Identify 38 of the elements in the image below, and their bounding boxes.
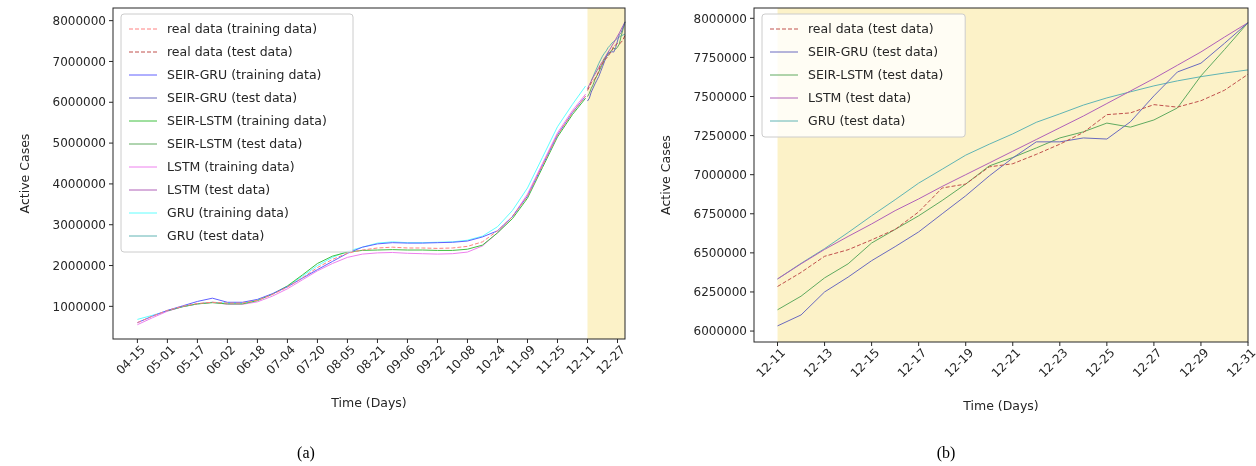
y-tick-label: 6750000 (693, 206, 747, 221)
legend-label: SEIR-GRU (test data) (808, 44, 939, 60)
legend-label: SEIR-LSTM (test data) (808, 67, 944, 83)
legend-label: GRU (test data) (808, 113, 906, 129)
legend-label: SEIR-GRU (test data) (167, 90, 298, 106)
y-tick-label: 2000000 (52, 258, 106, 273)
y-tick-label: 7000000 (52, 54, 106, 69)
x-axis-title: Time (Days) (330, 395, 407, 410)
legend-label: LSTM (test data) (808, 90, 912, 106)
y-tick-label: 5000000 (52, 136, 106, 151)
y-tick-label: 6000000 (693, 324, 747, 339)
y-tick-label: 7250000 (693, 128, 747, 143)
legend-label: GRU (training data) (167, 205, 289, 221)
legend-label: LSTM (test data) (167, 182, 271, 198)
y-axis-title: Active Cases (658, 135, 673, 215)
legend-label: SEIR-LSTM (training data) (167, 113, 327, 129)
y-tick-label: 7750000 (693, 50, 747, 65)
y-axis-title: Active Cases (17, 133, 32, 214)
y-tick-label: 1000000 (52, 299, 106, 314)
y-tick-label: 7500000 (693, 89, 747, 104)
y-tick-label: 6500000 (693, 246, 747, 261)
y-tick-label: 6250000 (693, 285, 747, 300)
y-tick-label: 6000000 (52, 95, 106, 110)
legend-label: real data (test data) (808, 21, 934, 37)
legend-label: SEIR-LSTM (test data) (167, 136, 303, 152)
y-tick-label: 7000000 (693, 167, 747, 182)
text: (a) (297, 444, 315, 462)
y-tick-label: 3000000 (52, 217, 106, 232)
legend-label: GRU (test data) (167, 228, 265, 244)
x-axis-title: Time (Days) (962, 398, 1039, 413)
text: (b) (936, 444, 956, 462)
y-tick-label: 4000000 (52, 177, 106, 192)
legend-label: real data (test data) (167, 44, 293, 60)
y-tick-label: 8000000 (693, 11, 747, 26)
legend-label: real data (training data) (167, 21, 318, 37)
legend-label: SEIR-GRU (training data) (167, 67, 322, 83)
y-tick-label: 8000000 (52, 13, 106, 28)
legend-label: LSTM (training data) (167, 159, 295, 175)
